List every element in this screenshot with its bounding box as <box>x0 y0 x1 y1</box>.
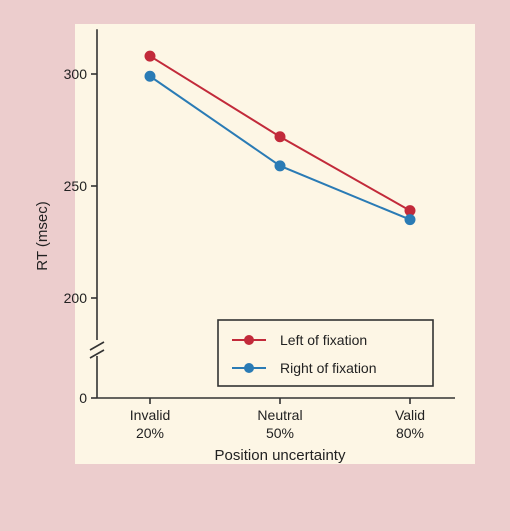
y-axis-title: RT (msec) <box>34 201 51 270</box>
line-chart: 300 250 200 0 Invalid 20% Neutral 50% Valid 80% Po… <box>0 0 510 531</box>
legend-marker-left <box>244 335 254 345</box>
y-tick-label: 0 <box>79 390 87 406</box>
chart-container: 300 250 200 0 Invalid 20% Neutral 50% Valid 80% Po… <box>0 0 510 531</box>
x-tick-sublabel: 50% <box>266 425 294 441</box>
x-tick-sublabel: 20% <box>136 425 164 441</box>
x-tick-label: Valid <box>395 407 425 423</box>
y-tick-label: 250 <box>64 178 88 194</box>
series-marker-right <box>275 161 285 171</box>
x-tick-label: Neutral <box>257 407 302 423</box>
x-tick-sublabel: 80% <box>396 425 424 441</box>
legend-marker-right <box>244 363 254 373</box>
series-marker-right <box>145 71 155 81</box>
legend-label-left: Left of fixation <box>280 332 367 348</box>
x-axis-title: Position uncertainty <box>215 447 346 464</box>
series-marker-left <box>275 132 285 142</box>
y-tick-label: 200 <box>64 290 88 306</box>
legend-label-right: Right of fixation <box>280 360 377 376</box>
series-marker-right <box>405 215 415 225</box>
series-marker-left <box>145 51 155 61</box>
y-tick-label: 300 <box>64 66 88 82</box>
x-tick-label: Invalid <box>130 407 170 423</box>
